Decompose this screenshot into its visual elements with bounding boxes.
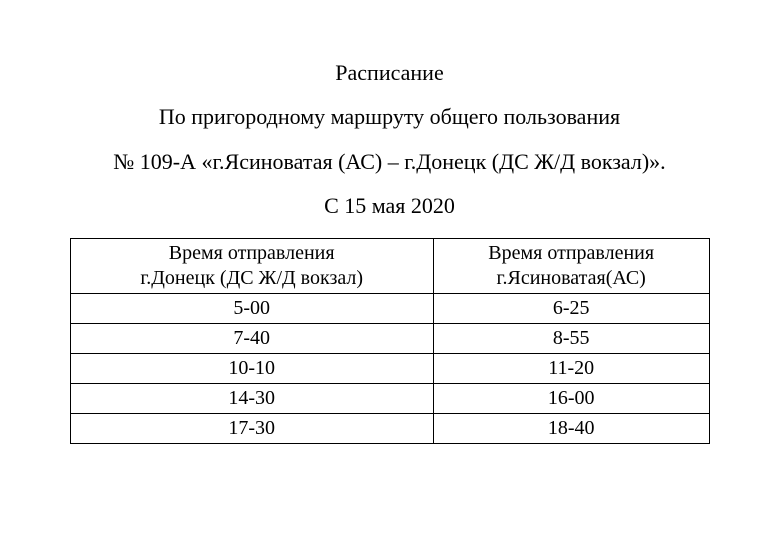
- table-header-row: Время отправления г.Донецк (ДС Ж/Д вокза…: [70, 238, 709, 293]
- col-header-line: Время отправления: [169, 242, 335, 264]
- title-line-3: № 109-А «г.Ясиноватая (АС) – г.Донецк (Д…: [60, 149, 719, 175]
- table-row: 5-00 6-25: [70, 293, 709, 323]
- table-row: 14-30 16-00: [70, 383, 709, 413]
- table-row: 7-40 8-55: [70, 323, 709, 353]
- document-page: Расписание По пригородному маршруту обще…: [0, 0, 779, 444]
- title-line-1: Расписание: [60, 60, 719, 86]
- cell-donetsk: 10-10: [70, 353, 433, 383]
- cell-donetsk: 14-30: [70, 383, 433, 413]
- cell-donetsk: 5-00: [70, 293, 433, 323]
- col-header-donetsk: Время отправления г.Донецк (ДС Ж/Д вокза…: [70, 238, 433, 293]
- schedule-table: Время отправления г.Донецк (ДС Ж/Д вокза…: [70, 238, 710, 444]
- table-row: 17-30 18-40: [70, 413, 709, 443]
- cell-donetsk: 7-40: [70, 323, 433, 353]
- cell-yasinovataya: 16-00: [433, 383, 709, 413]
- col-header-line: г.Донецк (ДС Ж/Д вокзал): [140, 267, 363, 289]
- table-row: 10-10 11-20: [70, 353, 709, 383]
- title-line-4: С 15 мая 2020: [60, 193, 719, 219]
- col-header-yasinovataya: Время отправления г.Ясиноватая(АС): [433, 238, 709, 293]
- col-header-line: г.Ясиноватая(АС): [497, 267, 646, 289]
- cell-yasinovataya: 18-40: [433, 413, 709, 443]
- cell-donetsk: 17-30: [70, 413, 433, 443]
- cell-yasinovataya: 11-20: [433, 353, 709, 383]
- title-line-2: По пригородному маршруту общего пользова…: [60, 104, 719, 130]
- cell-yasinovataya: 8-55: [433, 323, 709, 353]
- col-header-line: Время отправления: [488, 242, 654, 264]
- cell-yasinovataya: 6-25: [433, 293, 709, 323]
